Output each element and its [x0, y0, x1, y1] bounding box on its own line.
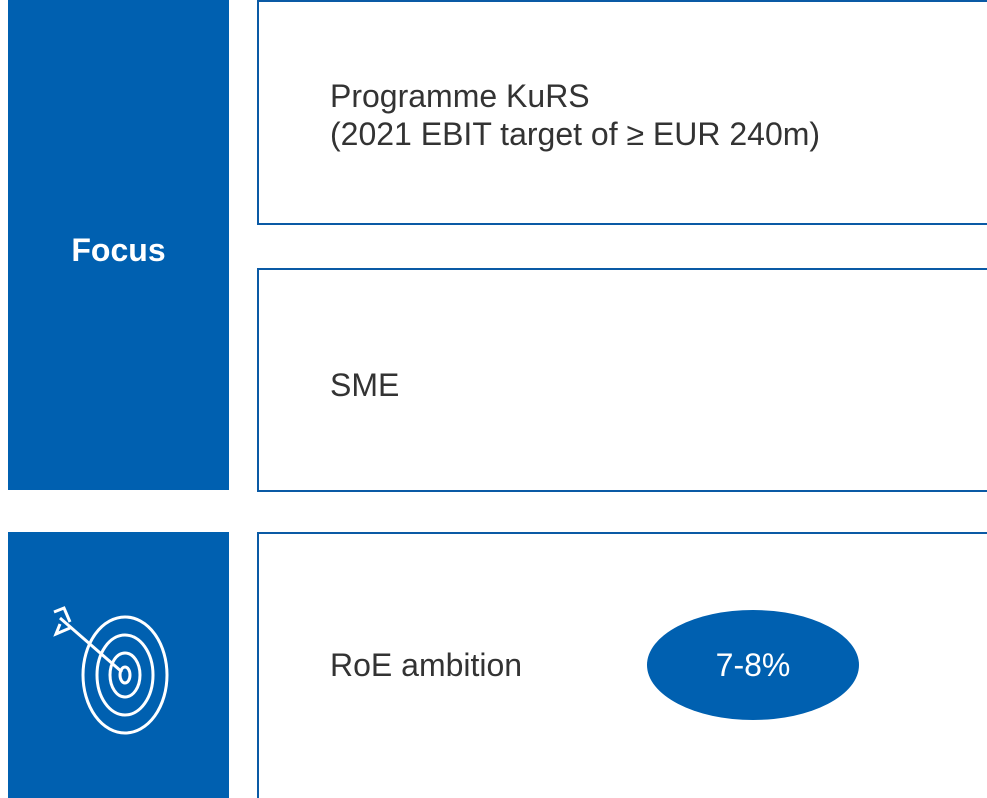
kurs-box	[257, 0, 987, 225]
kurs-title: Programme KuRS	[330, 78, 590, 114]
sme-box	[257, 268, 987, 492]
sme-label: SME	[330, 367, 400, 403]
roe-label: RoE ambition	[330, 647, 523, 683]
focus-panel	[8, 0, 229, 490]
target-icon	[53, 606, 169, 735]
roe-value: 7-8%	[647, 610, 859, 720]
target-panel	[8, 532, 229, 798]
roe-box	[257, 532, 987, 798]
kurs-target: (2021 EBIT target of ≥ EUR 240m)	[330, 116, 821, 152]
focus-label: Focus	[71, 232, 166, 268]
